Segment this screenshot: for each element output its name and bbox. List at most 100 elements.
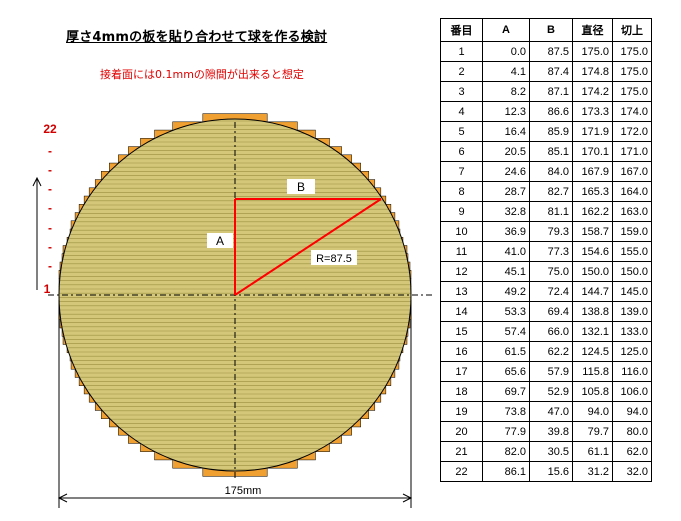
cell-a: 77.9 (482, 421, 530, 442)
page-title: 厚さ4mmの板を貼り合わせて球を作る検討 (66, 30, 328, 45)
cell-a: 28.7 (482, 181, 530, 202)
a-label: A (216, 234, 224, 248)
table-row: 11 41.0 77.3 154.6 155.0 (440, 241, 652, 262)
cell-a: 0.0 (482, 41, 530, 62)
width-dimension: 175mm (57, 300, 413, 508)
cell-b: 62.2 (529, 341, 573, 362)
cell-index: 19 (440, 401, 483, 422)
table-row: 6 20.5 85.1 170.1 171.0 (440, 141, 652, 162)
b-label: B (297, 180, 305, 194)
table-row: 16 61.5 62.2 124.5 125.0 (440, 341, 652, 362)
table-row: 12 45.1 75.0 150.0 150.0 (440, 261, 652, 282)
dimension-arrow-left-icon (57, 493, 68, 503)
table-row: 5 16.4 85.9 171.9 172.0 (440, 121, 652, 142)
cell-index: 7 (440, 161, 483, 182)
table-row: 4 12.3 86.6 173.3 174.0 (440, 101, 652, 122)
layer-index-bottom: 1 (44, 282, 51, 296)
table-row: 3 8.2 87.1 174.2 175.0 (440, 81, 652, 102)
cell-index: 6 (440, 141, 483, 162)
cell-rounded-up: 167.0 (612, 161, 652, 182)
cell-rounded-up: 174.0 (612, 101, 652, 122)
cell-diameter: 167.9 (572, 161, 613, 182)
cell-b: 39.8 (529, 421, 573, 442)
cell-diameter: 171.9 (572, 121, 613, 142)
cell-diameter: 115.8 (572, 361, 613, 382)
dimension-arrow-right-icon (402, 493, 413, 503)
layer-index-top: 22 (43, 122, 57, 136)
table-row: 18 69.7 52.9 105.8 106.0 (440, 381, 652, 402)
cell-rounded-up: 139.0 (612, 301, 652, 322)
layer-index-dot: - (48, 259, 52, 273)
cell-index: 15 (440, 321, 483, 342)
cell-index: 2 (440, 61, 483, 82)
radius-construction (234, 198, 382, 296)
cell-b: 15.6 (529, 461, 573, 482)
cell-a: 45.1 (482, 261, 530, 282)
cell-diameter: 31.2 (572, 461, 613, 482)
table-row: 2 4.1 87.4 174.8 175.0 (440, 61, 652, 82)
cell-index: 22 (440, 461, 483, 482)
cell-diameter: 154.6 (572, 241, 613, 262)
cell-rounded-up: 175.0 (612, 41, 652, 62)
cell-index: 16 (440, 341, 483, 362)
layer-index-dot: - (48, 201, 52, 215)
cell-index: 13 (440, 281, 483, 302)
layer-stripes (59, 120, 411, 470)
cell-index: 5 (440, 121, 483, 142)
table-row: 7 24.6 84.0 167.9 167.0 (440, 161, 652, 182)
radius-line (234, 198, 382, 296)
cell-rounded-up: 175.0 (612, 61, 652, 82)
cell-rounded-up: 171.0 (612, 141, 652, 162)
cell-a: 73.8 (482, 401, 530, 422)
layer-index-dot: - (48, 182, 52, 196)
cell-index: 10 (440, 221, 483, 242)
table-row: 15 57.4 66.0 132.1 133.0 (440, 321, 652, 342)
a-label-box: A (207, 233, 233, 248)
cell-b: 82.7 (529, 181, 573, 202)
cell-rounded-up: 80.0 (612, 421, 652, 442)
cell-index: 21 (440, 441, 483, 462)
cell-a: 24.6 (482, 161, 530, 182)
cell-a: 61.5 (482, 341, 530, 362)
cell-diameter: 175.0 (572, 41, 613, 62)
cell-diameter: 158.7 (572, 221, 613, 242)
table-row: 21 82.0 30.5 61.1 62.0 (440, 441, 652, 462)
layer-index-dot: - (48, 163, 52, 177)
cell-rounded-up: 145.0 (612, 281, 652, 302)
cell-index: 8 (440, 181, 483, 202)
cell-b: 84.0 (529, 161, 573, 182)
cell-diameter: 165.3 (572, 181, 613, 202)
cell-diameter: 124.5 (572, 341, 613, 362)
cell-rounded-up: 150.0 (612, 261, 652, 282)
cell-b: 87.5 (529, 41, 573, 62)
cell-a: 53.3 (482, 301, 530, 322)
cell-b: 52.9 (529, 381, 573, 402)
cell-b: 85.9 (529, 121, 573, 142)
table-row: 9 32.8 81.1 162.2 163.0 (440, 201, 652, 222)
cell-a: 16.4 (482, 121, 530, 142)
header-a: A (482, 18, 530, 42)
table-row: 10 36.9 79.3 158.7 159.0 (440, 221, 652, 242)
radius-label-box: R=87.5 (311, 250, 357, 265)
cell-a: 4.1 (482, 61, 530, 82)
layer-index-dot: - (48, 221, 52, 235)
arrow-head-icon (32, 176, 42, 187)
cell-rounded-up: 164.0 (612, 181, 652, 202)
radius-label: R=87.5 (316, 253, 352, 265)
table-row: 22 86.1 15.6 31.2 32.0 (440, 461, 652, 482)
b-label-box: B (287, 179, 315, 194)
table-header-row: 番目 A B 直径 切上 (440, 18, 652, 42)
cell-diameter: 150.0 (572, 261, 613, 282)
cell-index: 1 (440, 41, 483, 62)
cell-a: 69.7 (482, 381, 530, 402)
cell-b: 75.0 (529, 261, 573, 282)
table-row: 17 65.6 57.9 115.8 116.0 (440, 361, 652, 382)
gap-note: 接着面には0.1mmの隙間が出来ると想定 (100, 68, 304, 81)
cell-b: 79.3 (529, 221, 573, 242)
table-row: 19 73.8 47.0 94.0 94.0 (440, 401, 652, 422)
cell-rounded-up: 62.0 (612, 441, 652, 462)
table-row: 8 28.7 82.7 165.3 164.0 (440, 181, 652, 202)
layer-table: 番目 A B 直径 切上 1 0.0 87.5 175.0 175.0 2 4.1 87.4 1… (440, 18, 652, 482)
cell-diameter: 79.7 (572, 421, 613, 442)
